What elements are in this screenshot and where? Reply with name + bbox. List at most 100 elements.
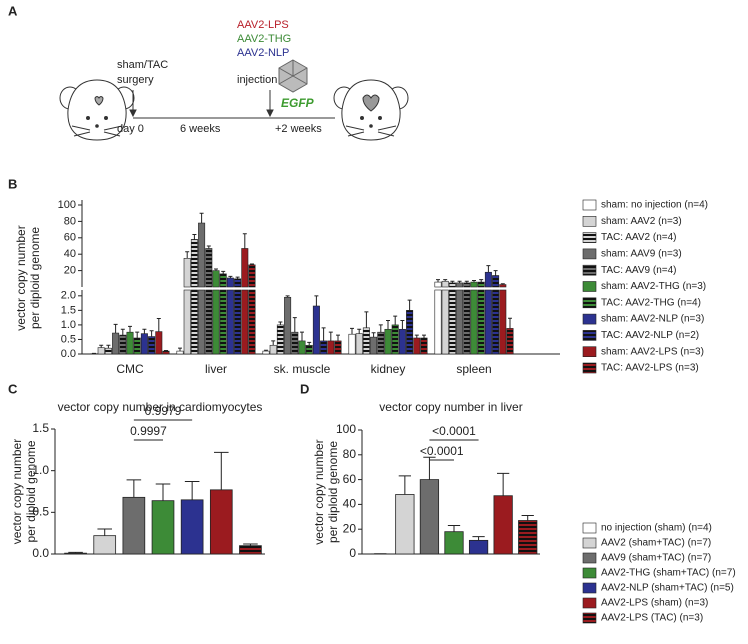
diagram-text: day 0: [117, 123, 144, 135]
bar: [112, 332, 120, 355]
bar: [93, 535, 117, 555]
bar: [241, 248, 249, 288]
bar: [370, 336, 378, 355]
y-axis-label: per diploid genome: [28, 227, 42, 329]
legend-label: no injection (sham) (n=4): [601, 523, 712, 534]
bar: [219, 273, 227, 288]
bar: [298, 340, 306, 355]
error-bar: [423, 456, 436, 480]
error-bar: [199, 212, 204, 224]
error-bar: [398, 475, 411, 495]
bar: [234, 278, 242, 288]
panel-label: C: [8, 381, 18, 396]
error-bar: [142, 328, 147, 334]
legend-label: sham: AAV9 (n=3): [601, 249, 682, 260]
y-axis-label: per diploid genome: [24, 440, 38, 542]
bar: [198, 289, 206, 355]
bar: [205, 289, 213, 355]
diagram-text: 6 weeks: [180, 123, 221, 135]
bar: [180, 499, 204, 555]
y-tick-label: 0.5: [61, 333, 76, 345]
error-bar: [472, 279, 476, 283]
error-bar: [500, 283, 505, 285]
bar: [448, 289, 456, 355]
error-bar: [68, 551, 83, 554]
y-tick-label: 100: [58, 199, 76, 211]
legend-label: TAC: AAV2-THG (n=4): [601, 297, 701, 308]
bar: [320, 340, 328, 355]
error-bar: [464, 280, 469, 283]
bar: [327, 340, 335, 355]
bar: [248, 289, 256, 355]
bar: [262, 350, 270, 355]
bar: [148, 336, 156, 355]
legend-label: TAC: AAV9 (n=4): [601, 265, 677, 276]
bar: [155, 331, 163, 355]
panel-label: B: [8, 176, 17, 191]
legend-label: AAV2-NLP (sham+TAC) (n=5): [601, 583, 734, 594]
error-bar: [206, 245, 211, 249]
error-bar: [99, 344, 104, 348]
mouse-right: [333, 79, 409, 141]
error-bar: [436, 279, 440, 283]
bar: [126, 331, 134, 355]
legend-swatch: [582, 330, 597, 341]
error-bar: [264, 349, 268, 352]
diagram-text: surgery: [117, 74, 154, 86]
legend-label: sham: AAV2 (n=3): [601, 216, 682, 227]
bar: [391, 324, 399, 355]
error-bar: [357, 328, 362, 334]
x-tick-label: kidney: [371, 362, 406, 376]
bar: [362, 327, 370, 355]
bar: [212, 270, 220, 288]
x-tick-label: spleen: [456, 362, 491, 376]
chart-title: vector copy number in liver: [379, 400, 522, 414]
error-bar: [307, 341, 312, 346]
error-bar: [450, 280, 455, 283]
comparison-label: 0.9997: [130, 424, 167, 438]
legend-swatch: [582, 522, 597, 534]
error-bar: [271, 340, 276, 346]
bar: [493, 495, 513, 555]
comparison-label: 0.9979: [145, 404, 182, 418]
reporter-name: EGFP: [281, 96, 315, 110]
bar: [291, 331, 299, 355]
bar: [312, 305, 320, 355]
legend-swatch: [582, 248, 597, 260]
error-bar: [400, 320, 405, 330]
chart-title: vector copy number in cardiomyocytes: [58, 400, 263, 414]
legend-swatch: [582, 199, 597, 211]
legend-swatch: [582, 567, 597, 579]
error-bar: [336, 334, 340, 341]
error-bar: [285, 295, 290, 298]
bar: [395, 494, 415, 555]
bar: [463, 282, 471, 288]
error-bar: [242, 233, 247, 249]
error-bar: [113, 323, 118, 334]
bar: [269, 344, 277, 355]
bar: [97, 347, 105, 355]
error-bar: [472, 536, 485, 541]
legend-label: sham: no injection (n=4): [601, 200, 708, 211]
bar: [456, 289, 464, 355]
error-bar: [149, 330, 154, 337]
error-bar: [508, 317, 512, 329]
bar: [468, 539, 489, 555]
y-tick-label: 1.0: [61, 319, 76, 331]
error-bar: [250, 263, 254, 265]
y-tick-label: 1.0: [32, 463, 49, 477]
legend-label: AAV2 (sham+TAC) (n=7): [601, 538, 711, 549]
bar: [398, 328, 406, 355]
error-bar: [214, 451, 229, 490]
y-tick-label: 2.0: [61, 290, 76, 302]
diagram-text: injection: [237, 74, 277, 86]
error-bar: [228, 275, 233, 278]
error-bar: [497, 472, 510, 496]
bar: [492, 275, 500, 288]
legend-swatch: [582, 346, 597, 358]
x-tick-label: CMC: [116, 362, 144, 376]
diagram-text: sham/TAC: [117, 59, 168, 71]
error-bar: [300, 331, 304, 341]
error-bar: [486, 265, 491, 273]
bar: [492, 289, 500, 355]
